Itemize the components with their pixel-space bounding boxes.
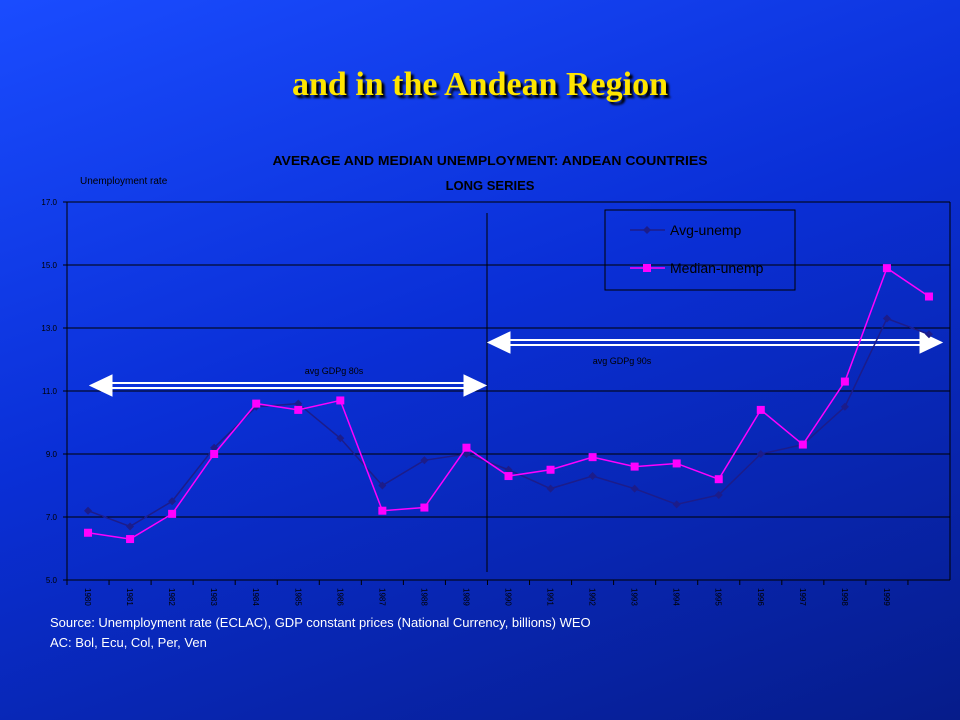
marker	[630, 484, 639, 493]
x-tick-label: 1981	[125, 588, 134, 606]
marker	[420, 456, 429, 465]
marker	[546, 465, 555, 474]
marker	[84, 506, 93, 515]
x-tick-label: 1995	[714, 588, 723, 606]
marker	[168, 509, 177, 518]
marker	[336, 396, 345, 405]
y-tick-label: 7.0	[46, 513, 58, 522]
marker	[210, 443, 219, 452]
marker	[252, 399, 261, 408]
x-tick-label: 1984	[251, 588, 260, 606]
marker	[840, 377, 849, 386]
y-tick-label: 11.0	[42, 387, 58, 396]
legend-label: Avg-unemp	[670, 222, 742, 238]
x-tick-label: 1985	[293, 588, 302, 606]
marker	[798, 440, 807, 449]
marker	[294, 399, 303, 408]
marker	[882, 314, 891, 323]
x-tick-label: 1987	[377, 588, 386, 606]
marker	[588, 453, 597, 462]
source: Source: Unemployment rate (ECLAC), GDP c…	[50, 615, 591, 630]
x-tick-label: 1998	[840, 588, 849, 606]
x-tick-label: 1997	[798, 588, 807, 606]
y-tick-label: 9.0	[46, 450, 58, 459]
y-tick-label: 13.0	[41, 324, 57, 333]
x-tick-label: 1989	[461, 588, 470, 606]
marker	[630, 462, 639, 471]
x-tick-label: 1983	[209, 588, 218, 606]
x-tick-label: 1988	[419, 588, 428, 606]
marker	[378, 481, 387, 490]
marker	[756, 405, 765, 414]
x-tick-label: 1992	[588, 588, 597, 606]
chart-subtitle: LONG SERIES	[446, 178, 535, 193]
x-tick-label: 1982	[167, 588, 176, 606]
series-line	[87, 266, 930, 540]
marker	[210, 450, 219, 458]
marker	[126, 535, 135, 544]
y-tick-label: 15.0	[41, 261, 57, 270]
marker	[84, 528, 93, 537]
marker	[924, 292, 933, 301]
legend-label: Median-unemp	[670, 260, 764, 276]
marker	[588, 472, 597, 481]
marker	[168, 497, 177, 506]
annotation: avg GDPg 80s	[305, 366, 364, 376]
x-tick-label: 1999	[882, 588, 891, 606]
y-tick-label: 5.0	[46, 576, 58, 585]
marker	[840, 402, 849, 411]
annotation: avg GDPg 90s	[593, 356, 652, 366]
marker	[714, 490, 723, 499]
marker	[336, 434, 345, 443]
marker	[504, 472, 513, 481]
y-axis-label: Unemployment rate	[80, 176, 168, 187]
marker	[756, 450, 765, 458]
y-tick-label: 17.0	[41, 198, 57, 207]
x-tick-label: 1994	[672, 588, 681, 606]
x-tick-label: 1996	[756, 588, 765, 606]
marker	[126, 522, 135, 531]
marker	[294, 405, 303, 414]
source: AC: Bol, Ecu, Col, Per, Ven	[50, 635, 207, 650]
x-tick-label: 1991	[546, 588, 555, 606]
slide-title: and in the Andean Region	[292, 66, 668, 103]
arrow-90s	[486, 331, 944, 354]
x-tick-label: 1990	[504, 588, 513, 606]
arrow-80s	[88, 374, 488, 397]
marker	[504, 465, 513, 474]
marker	[924, 330, 933, 339]
marker	[672, 459, 681, 468]
legend-marker	[643, 264, 651, 272]
marker	[714, 475, 723, 484]
marker	[462, 450, 471, 458]
x-tick-label: 1980	[83, 588, 92, 606]
marker	[882, 264, 891, 273]
legend-box	[604, 209, 796, 291]
x-tick-label: 1986	[335, 588, 344, 606]
x-tick-label: 1993	[630, 588, 639, 606]
chart-title: AVERAGE AND MEDIAN UNEMPLOYMENT: ANDEAN …	[273, 153, 708, 168]
legend-marker	[643, 226, 651, 234]
marker	[546, 484, 555, 493]
marker	[420, 503, 429, 512]
marker	[462, 443, 471, 452]
marker	[672, 500, 681, 509]
marker	[378, 506, 387, 515]
